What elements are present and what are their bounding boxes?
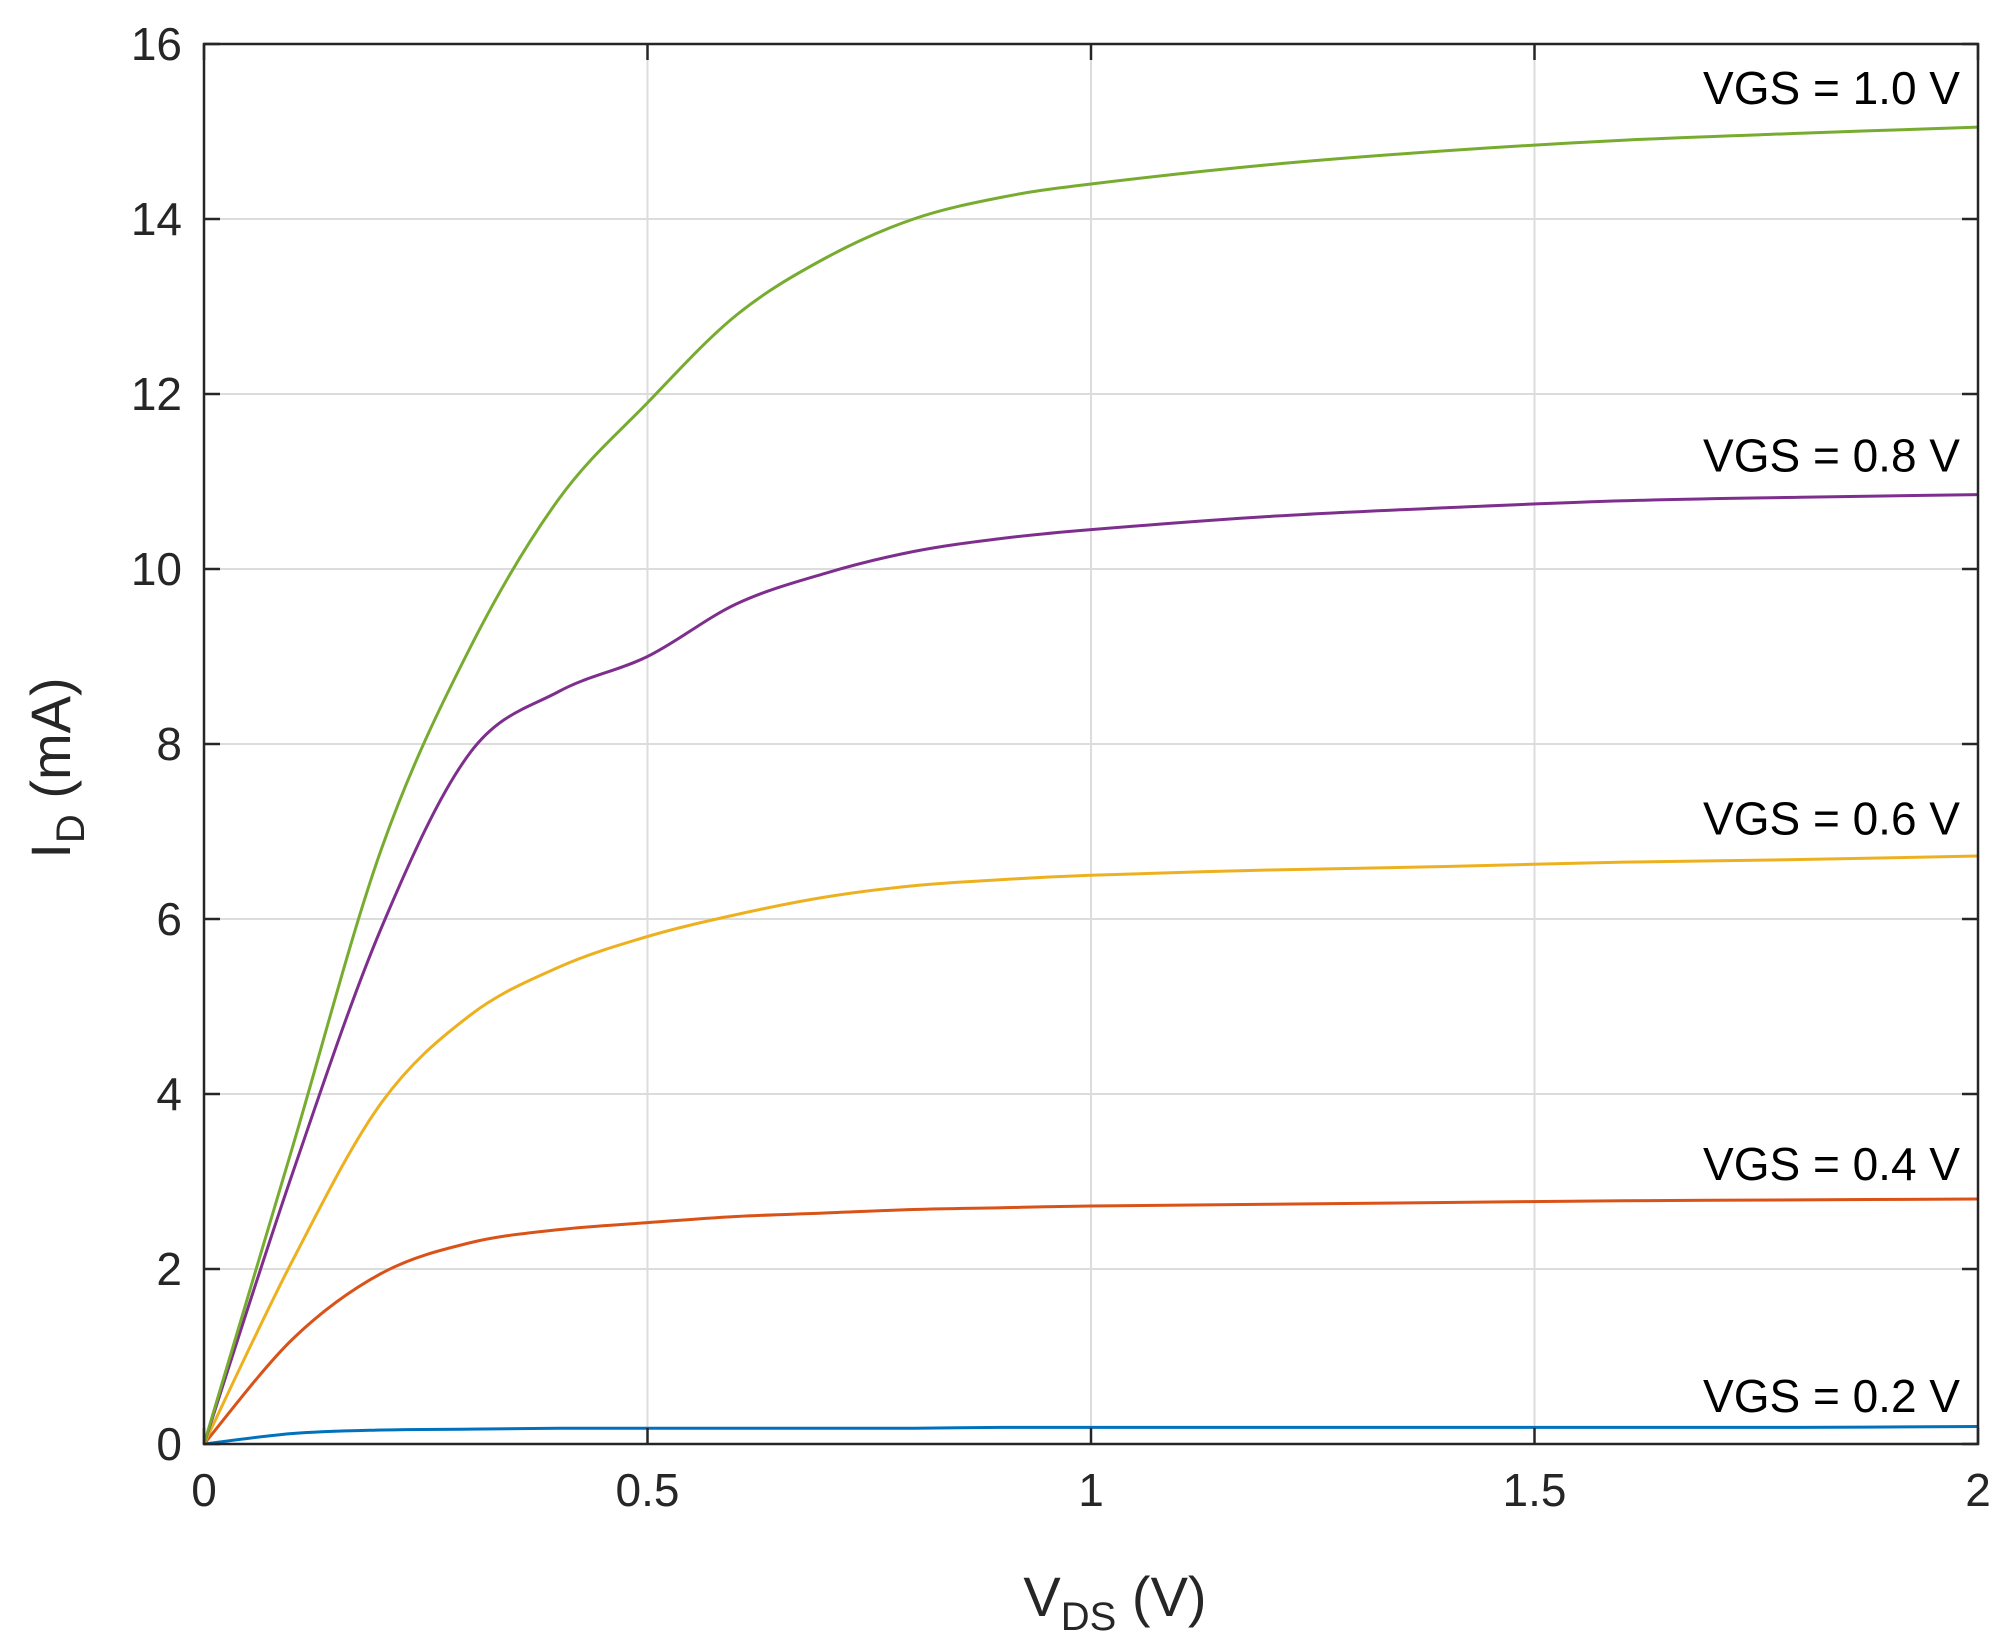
x-axis-label-sub: DS [1061, 1595, 1117, 1639]
series-line-vgs-0-4-v [202, 1197, 1979, 1445]
y-axis-label-sub: D [49, 814, 93, 843]
x-axis-label: VDS (V) [1023, 1565, 1206, 1639]
series-line-vgs-0-2-v [203, 1425, 1979, 1446]
y-axis-label-main: I [19, 843, 82, 859]
y-tick-label: 4 [156, 1068, 182, 1120]
x-tick-label: 0.5 [616, 1464, 680, 1516]
axis-ticks [202, 42, 1980, 1446]
curve-label: VGS = 0.2 V [1703, 1370, 1960, 1422]
tick-labels: 0 0.5 1 1.5 2 0 2 4 6 8 10 12 14 16 [131, 18, 1991, 1516]
y-tick-label: 16 [131, 18, 182, 70]
grid-lines [204, 44, 1978, 1444]
y-tick-label: 6 [156, 893, 182, 945]
series-line-vgs-1-0-v [202, 125, 1979, 1445]
x-tick-label: 2 [1965, 1464, 1991, 1516]
curve-label: VGS = 1.0 V [1703, 62, 1960, 114]
series-line-vgs-0-6-v [202, 854, 1979, 1445]
x-tick-label: 1.5 [1503, 1464, 1567, 1516]
y-axis-label-suffix: (mA) [19, 677, 82, 814]
series-group [202, 125, 1979, 1446]
curve-label: VGS = 0.4 V [1703, 1138, 1960, 1190]
x-tick-label: 1 [1078, 1464, 1104, 1516]
series-line-vgs-0-8-v [202, 493, 1979, 1445]
curve-labels: VGS = 1.0 V VGS = 0.8 V VGS = 0.6 V VGS = 0… [1703, 62, 1960, 1422]
y-tick-label: 2 [156, 1243, 182, 1295]
x-axis-label-suffix: (V) [1116, 1565, 1206, 1628]
y-tick-label: 0 [156, 1418, 182, 1470]
y-axis-label: ID (mA) [19, 677, 93, 858]
y-tick-label: 10 [131, 543, 182, 595]
x-axis-label-main: V [1023, 1565, 1061, 1628]
y-tick-label: 12 [131, 368, 182, 420]
y-tick-label: 14 [131, 193, 182, 245]
y-tick-label: 8 [156, 718, 182, 770]
x-tick-label: 0 [191, 1464, 217, 1516]
curve-label: VGS = 0.6 V [1703, 792, 1960, 844]
curve-label: VGS = 0.8 V [1703, 429, 1960, 481]
